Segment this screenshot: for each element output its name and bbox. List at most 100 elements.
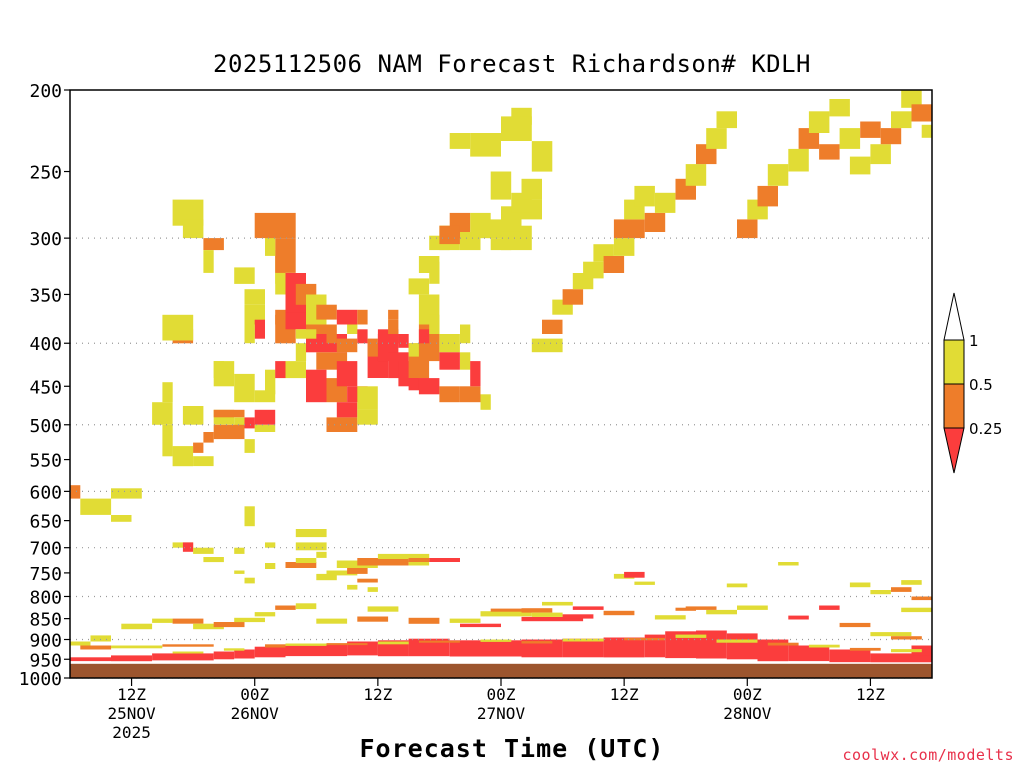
ri-cell	[265, 225, 276, 256]
ri-cell	[921, 124, 932, 138]
ri-cell	[911, 104, 932, 122]
ri-cell	[265, 563, 276, 569]
ri-cell	[244, 577, 255, 584]
y-tick-label: 850	[29, 610, 62, 631]
ri-cell	[685, 164, 707, 186]
ri-cell	[295, 529, 327, 538]
legend-label: 0.5	[969, 376, 993, 394]
ri-cell	[562, 638, 604, 658]
ri-cell	[244, 417, 255, 429]
ri-cell	[870, 653, 932, 663]
ri-cell	[254, 646, 286, 658]
x-tick-label: 12Z	[363, 685, 392, 704]
ri-cell	[244, 506, 255, 527]
ri-cell	[829, 649, 871, 663]
ri-cell	[521, 178, 542, 200]
ri-cell	[244, 304, 265, 325]
ri-cell	[531, 141, 553, 172]
x-tick-label: 00Z	[487, 685, 516, 704]
ri-cell	[849, 647, 881, 651]
ri-cell	[901, 580, 922, 585]
y-tick-label: 800	[29, 587, 62, 608]
ri-cell	[213, 651, 235, 660]
ri-cell	[808, 644, 840, 648]
ri-cell	[788, 645, 830, 662]
ri-cell	[675, 634, 707, 638]
y-tick-label: 900	[29, 631, 62, 652]
ri-cell	[70, 657, 111, 662]
ri-cell	[388, 309, 399, 320]
x-tick-label: 25NOV	[107, 704, 156, 723]
ri-cell	[213, 424, 245, 440]
ri-cell	[254, 612, 276, 617]
x-axis-label: Forecast Time (UTC)	[359, 734, 665, 763]
ri-cell	[726, 633, 758, 660]
ri-cell	[603, 256, 625, 273]
ri-cell	[531, 612, 563, 617]
ri-cell	[295, 558, 317, 563]
ri-cell	[234, 267, 255, 284]
ri-cell	[254, 409, 276, 425]
ri-cell	[223, 648, 245, 651]
ri-cell	[70, 485, 81, 499]
y-tick-label: 350	[29, 285, 62, 306]
ri-cell	[336, 309, 358, 325]
ri-cell	[306, 324, 337, 334]
ri-cell	[624, 637, 666, 641]
x-tick-label: 27NOV	[477, 704, 526, 723]
ri-cell	[275, 273, 286, 295]
ri-cell	[849, 156, 871, 175]
ri-cell	[111, 645, 163, 649]
ri-cell	[182, 219, 204, 239]
ri-cell	[203, 250, 214, 273]
y-tick-label: 650	[29, 512, 62, 533]
ri-cell	[388, 319, 399, 334]
ri-cell	[80, 498, 112, 515]
ri-cell	[726, 583, 748, 588]
ri-cell	[275, 238, 296, 273]
ri-cell	[152, 402, 173, 425]
ri-cell	[193, 456, 214, 467]
ri-cell	[182, 542, 194, 552]
ri-cell	[254, 390, 276, 403]
y-tick-label: 300	[29, 229, 62, 250]
ri-cell	[295, 603, 317, 610]
y-tick-label: 750	[29, 564, 62, 585]
ri-cell	[696, 144, 717, 165]
ri-cell	[583, 261, 604, 279]
ri-cell	[285, 643, 327, 646]
ri-cell	[162, 424, 173, 457]
ri-cell	[531, 338, 563, 353]
ri-cell	[357, 558, 409, 566]
ri-cell	[172, 651, 204, 654]
x-tick-label: 2025	[112, 723, 151, 742]
ri-cell	[203, 238, 224, 251]
y-tick-label: 550	[29, 451, 62, 472]
ri-cell	[70, 662, 932, 664]
ri-cell	[860, 121, 881, 138]
ri-cell	[562, 638, 604, 642]
legend: 1 0.5 0.25	[943, 292, 1002, 474]
ri-cell	[613, 219, 645, 239]
ri-cell	[398, 334, 409, 348]
chart-title: 2025112506 NAM Forecast Richardson# KDLH	[213, 50, 811, 78]
ri-cell	[90, 635, 111, 642]
ri-cell	[316, 618, 348, 624]
ri-cell	[849, 582, 871, 588]
ri-cell	[449, 133, 471, 149]
ri-cell	[70, 641, 91, 646]
ri-cell	[111, 655, 152, 662]
ri-cell	[203, 432, 214, 443]
ri-cell	[193, 623, 224, 630]
ri-cell	[193, 442, 204, 453]
ri-cell	[562, 289, 584, 305]
ri-cell	[562, 614, 594, 619]
ri-cell	[778, 562, 799, 566]
ri-cell	[654, 615, 686, 620]
ri-cell	[480, 394, 491, 410]
ri-cell	[234, 649, 255, 659]
ri-cell	[716, 111, 737, 129]
ri-cell	[203, 557, 224, 563]
ri-cell	[870, 144, 891, 165]
ri-cell	[326, 417, 358, 432]
